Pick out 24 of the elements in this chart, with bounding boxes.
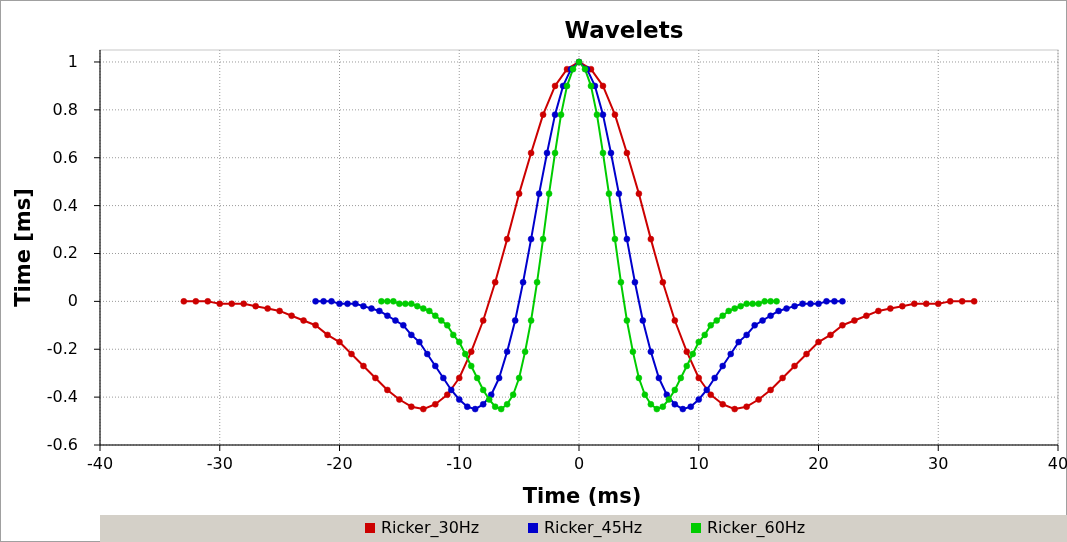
x-tick-label: 0: [573, 454, 585, 473]
y-tick-label: 0: [67, 291, 78, 311]
x-tick-label: 40: [1047, 454, 1067, 473]
y-tick-label: 0.8: [52, 99, 78, 119]
x-tick-label: -40: [86, 454, 114, 473]
x-tick-label: -30: [206, 454, 233, 473]
x-tick-label: 30: [928, 454, 949, 473]
legend-label: Ricker_45Hz: [544, 518, 643, 538]
y-tick-label: -0.2: [46, 339, 78, 359]
legend-label: Ricker_60Hz: [707, 518, 806, 538]
y-tick-label: 1: [67, 51, 78, 71]
y-tick-label: 0.2: [52, 243, 78, 263]
y-tick-label: 0.4: [52, 195, 78, 215]
chart-title: Wavelets: [564, 17, 684, 43]
y-tick-label: -0.4: [46, 387, 78, 407]
legend-label: Ricker_30Hz: [381, 518, 480, 538]
x-tick-label: -10: [446, 454, 473, 473]
y-tick-label: 0.6: [52, 147, 78, 167]
y-tick-label: -0.6: [46, 435, 78, 454]
x-axis-title: Time (ms): [522, 484, 642, 508]
y-axis-title: Time [ms]: [11, 188, 35, 307]
x-tick-label: 10: [688, 454, 709, 473]
x-tick-label: -20: [326, 454, 353, 473]
x-tick-label: 20: [808, 454, 829, 473]
